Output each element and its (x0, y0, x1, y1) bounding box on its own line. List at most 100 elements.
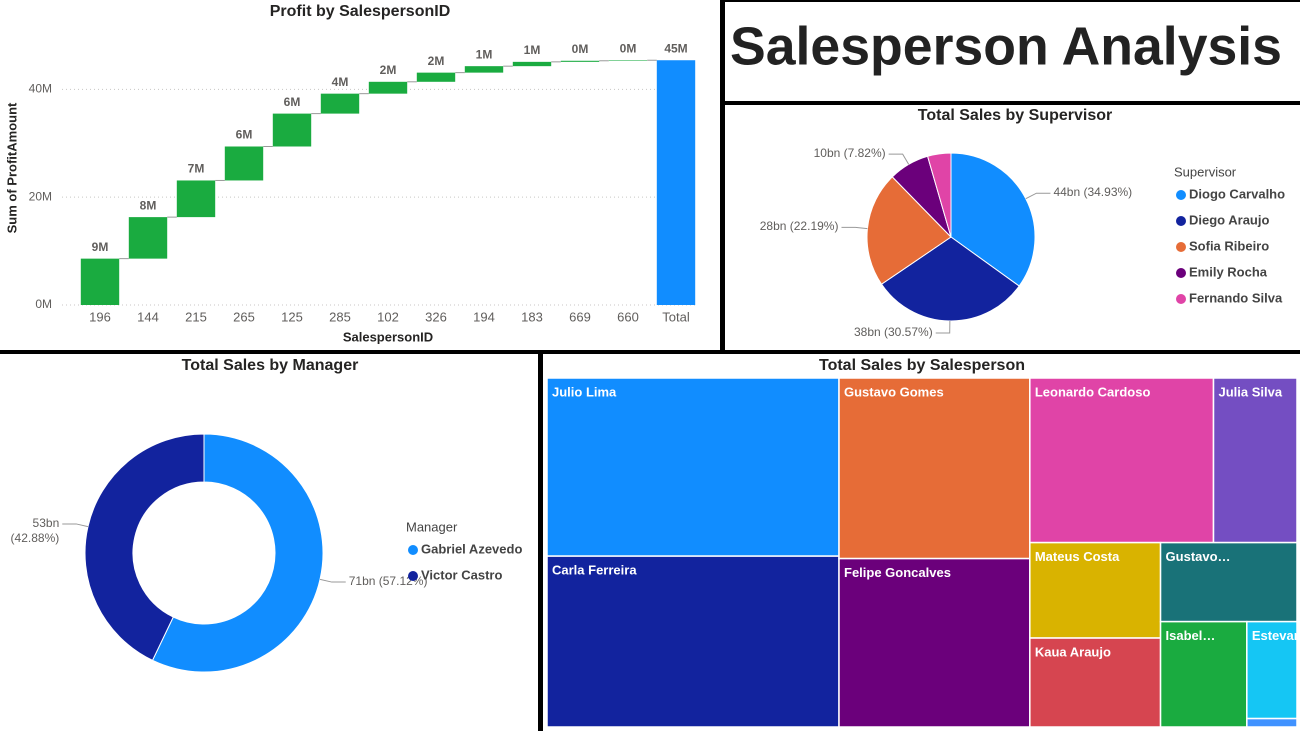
value-label-box: 38bn (30.57%) (853, 324, 933, 339)
value-label: 6M (236, 128, 253, 142)
value-label: 0M (572, 42, 589, 56)
leader-line (1025, 192, 1051, 200)
treemap-tile (1159, 541, 1298, 623)
tile-label: Julia Silva (1219, 384, 1283, 399)
value-label: 4M (332, 75, 349, 89)
x-tick-label: 265 (233, 309, 255, 324)
bar (512, 61, 552, 67)
legend-swatch (1176, 294, 1186, 304)
legend-swatch (1176, 268, 1186, 278)
treemap-tile (838, 557, 1031, 728)
chart-title: Profit by SalespersonID (270, 3, 451, 20)
x-axis-title: SalespersonID (343, 329, 433, 344)
value-label-box: 71bn (57.12%) (348, 574, 428, 589)
value-label-box: 44bn (34.93%) (1053, 185, 1133, 200)
x-tick-label: 215 (185, 309, 207, 324)
treemap-tile (1246, 620, 1298, 720)
bar (320, 93, 360, 114)
treemap-tile (1212, 377, 1298, 544)
x-tick-label: 669 (569, 309, 591, 324)
legend-label: Diego Araujo (1189, 212, 1269, 227)
x-tick-label: 194 (473, 309, 495, 324)
legend-label: Diogo Carvalho (1189, 186, 1285, 201)
value-label: 10bn (7.82%) (813, 146, 886, 161)
tile-label: Mateus Costa (1035, 549, 1120, 564)
tile-label: Julio Lima (552, 384, 617, 399)
value-label-box: 53bn (42.88%) (10, 515, 60, 545)
value-label: 9M (92, 240, 109, 254)
y-axis-title: Sum of ProfitAmount (4, 102, 19, 233)
bar (656, 60, 696, 305)
legend-swatch (1176, 242, 1186, 252)
bar (368, 81, 408, 94)
legend-title: Supervisor (1174, 164, 1237, 179)
value-label-box: 28bn (22.19%) (759, 219, 839, 234)
legend-swatch (1176, 190, 1186, 200)
leader-line (841, 226, 868, 230)
value-label: 7M (188, 162, 205, 176)
value-label: 28bn (22.19%) (759, 219, 839, 234)
leader-line (888, 153, 910, 165)
legend-label: Emily Rocha (1189, 264, 1268, 279)
y-tick-label: 0M (35, 297, 52, 311)
tile-label: Estevan Souza (1252, 628, 1300, 643)
x-tick-label: 285 (329, 309, 351, 324)
tile-label: Gustavo… (1166, 549, 1231, 564)
y-tick-label: 40M (29, 82, 52, 96)
pie-slice (880, 236, 1020, 322)
value-label: 71bn (57.12%) (348, 574, 428, 589)
legend-label: Sofia Ribeiro (1189, 238, 1269, 253)
y-tick-label: 20M (29, 189, 52, 203)
tile-label: Gustavo Gomes (844, 384, 944, 399)
panel-waterfall (0, 0, 720, 350)
tile-label: Leonardo Cardoso (1035, 384, 1151, 399)
treemap-tile (546, 555, 840, 728)
value-label: 38bn (30.57%) (853, 324, 933, 339)
x-tick-label: 183 (521, 309, 543, 324)
tile-label: Felipe Goncalves (844, 565, 951, 580)
value-label-box: 10bn (7.82%) (813, 146, 886, 161)
legend-title: Manager (406, 519, 458, 534)
x-tick-label: 326 (425, 309, 447, 324)
value-label: 6M (284, 95, 301, 109)
treemap-tile (1029, 541, 1162, 639)
x-tick-label: 660 (617, 309, 639, 324)
chart-title: Total Sales by Supervisor (918, 107, 1112, 124)
value-label: 44bn (34.93%) (1053, 185, 1133, 200)
panel-title (725, 2, 1300, 101)
value-label: 45M (664, 41, 687, 55)
value-label: 2M (428, 54, 445, 68)
value-label: 1M (476, 47, 493, 61)
bar (608, 60, 648, 61)
x-tick-label: 102 (377, 309, 399, 324)
value-label: 2M (380, 63, 397, 77)
tile-label: Carla Ferreira (552, 563, 637, 578)
bar (80, 258, 120, 305)
value-label: 0M (620, 41, 637, 55)
x-tick-label: 144 (137, 309, 159, 324)
value-label: 1M (524, 43, 541, 57)
chart-title: Total Sales by Manager (182, 357, 359, 374)
x-tick-label: 125 (281, 309, 303, 324)
value-label: 53bn (42.88%) (10, 515, 60, 545)
treemap-tile (1029, 637, 1162, 728)
x-tick-label: 196 (89, 309, 111, 324)
legend-swatch (408, 545, 418, 555)
value-label: 8M (140, 198, 157, 212)
tile-label: Isabel… (1166, 628, 1216, 643)
bar (128, 217, 168, 259)
bar (416, 72, 456, 82)
legend-label: Gabriel Azevedo (421, 541, 522, 556)
chart-title: Total Sales by Salesperson (819, 357, 1025, 374)
leader-line (319, 578, 346, 583)
treemap-tile (838, 377, 1031, 560)
pie-slice (950, 152, 1036, 287)
legend-swatch (408, 571, 418, 581)
legend-label: Victor Castro (421, 567, 502, 582)
legend-label: Fernando Silva (1189, 290, 1283, 305)
bar (272, 113, 312, 147)
bar (560, 60, 600, 62)
donut-slice (151, 433, 324, 673)
